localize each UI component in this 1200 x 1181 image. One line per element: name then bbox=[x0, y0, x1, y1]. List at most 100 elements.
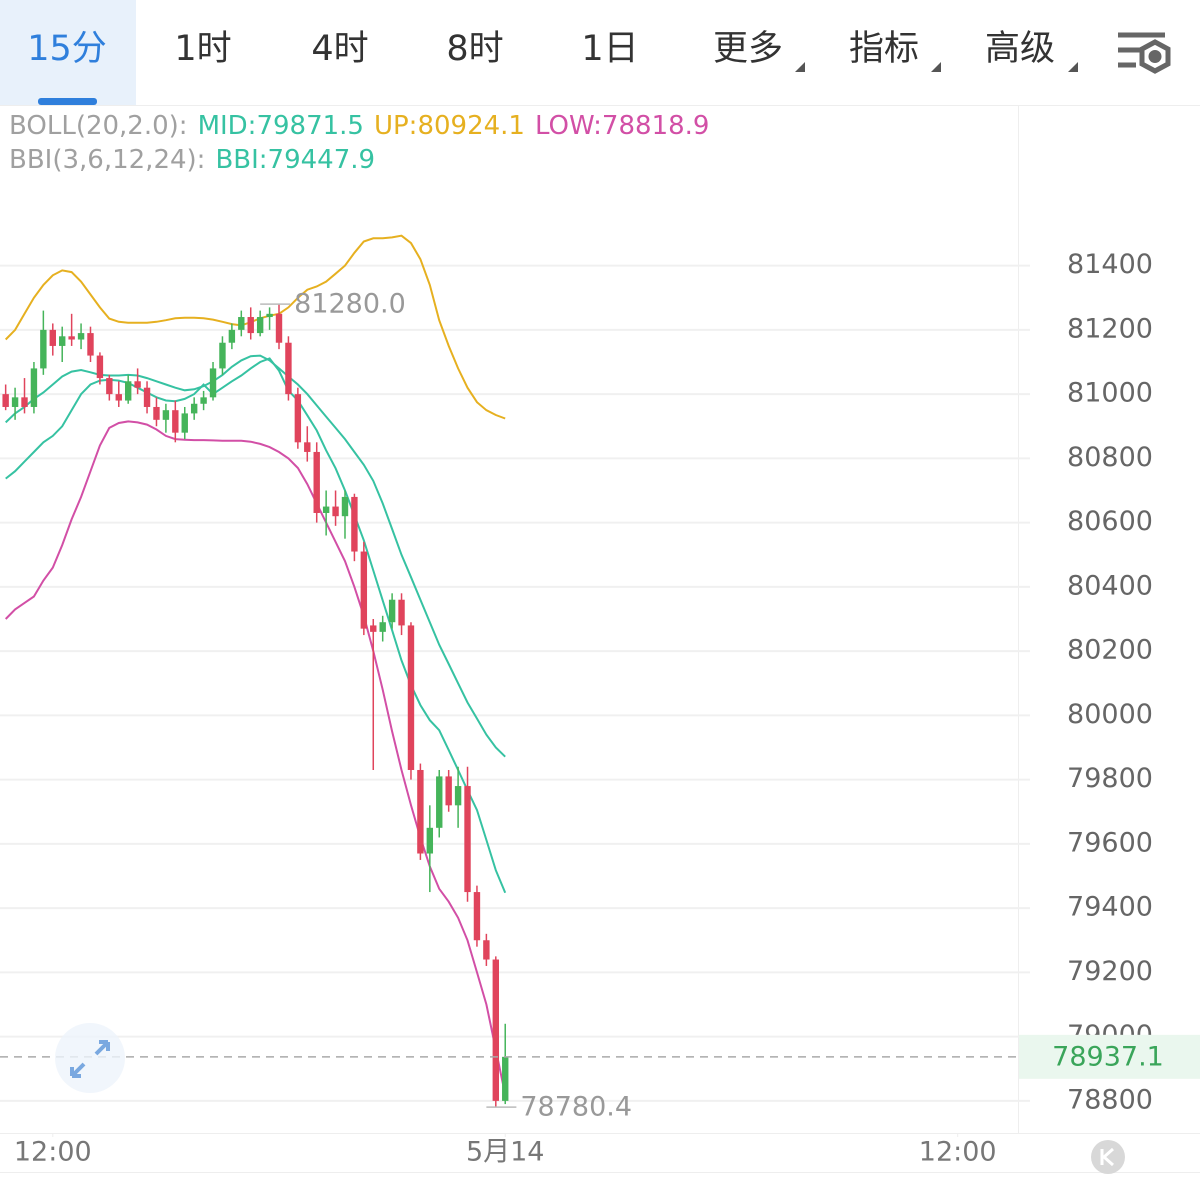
y-tick-label: 80600 bbox=[1067, 506, 1153, 537]
legend-item: LOW:78818.9 bbox=[535, 111, 709, 141]
k-button[interactable] bbox=[1091, 1140, 1125, 1174]
candle-body bbox=[341, 496, 349, 517]
candle-body bbox=[388, 599, 396, 623]
y-tick-label: 79800 bbox=[1067, 763, 1153, 794]
tab[interactable]: 指标 bbox=[849, 29, 919, 69]
candle-body bbox=[181, 413, 188, 433]
candle-body bbox=[49, 329, 56, 346]
tab[interactable]: 15分 bbox=[27, 29, 107, 69]
legend-item: UP:80924.1 bbox=[374, 111, 525, 141]
tab[interactable]: 8时 bbox=[446, 29, 503, 69]
plot: 7880079000792007940079600798008000080200… bbox=[0, 234, 1200, 1168]
candle-body bbox=[106, 378, 113, 395]
candle-body bbox=[124, 381, 132, 401]
candle-body bbox=[360, 551, 368, 629]
y-tick-label: 80400 bbox=[1067, 570, 1153, 601]
candle-body bbox=[228, 329, 236, 343]
tab-bar: 15分 1时 4时 8时 1日 更多 指标 高级 bbox=[27, 29, 1055, 69]
x-tick-label: 12:00 bbox=[14, 1137, 92, 1168]
candle-body bbox=[294, 394, 302, 443]
candle-body bbox=[426, 827, 434, 854]
candle-body bbox=[445, 776, 452, 806]
candle-body bbox=[87, 333, 94, 356]
candle-body bbox=[59, 336, 66, 346]
candle-body bbox=[379, 622, 386, 632]
candle-body bbox=[115, 394, 122, 401]
candle-body bbox=[77, 333, 85, 340]
extreme-label: 81280.0 bbox=[294, 289, 406, 320]
x-tick-label: 5月14 bbox=[466, 1137, 545, 1168]
candle-body bbox=[172, 410, 179, 433]
candle-body bbox=[190, 403, 198, 414]
candle-body bbox=[332, 506, 339, 517]
dropdown-arrows bbox=[795, 62, 1078, 72]
y-tick-label: 79200 bbox=[1067, 956, 1153, 987]
tab-indicator bbox=[38, 98, 97, 105]
candle-body bbox=[2, 394, 9, 407]
candle-body bbox=[370, 625, 377, 632]
y-tick-label: 81000 bbox=[1067, 378, 1153, 409]
candle-body bbox=[219, 342, 226, 369]
candle-body bbox=[40, 329, 47, 369]
indicator-line bbox=[5, 354, 506, 758]
tab[interactable]: 4时 bbox=[311, 29, 368, 69]
candle-body bbox=[68, 336, 75, 340]
indicator-line bbox=[4, 234, 506, 420]
candle-body bbox=[162, 410, 170, 420]
candle-body bbox=[436, 776, 443, 828]
candle-body bbox=[143, 387, 151, 407]
extreme-label: 78780.4 bbox=[520, 1092, 632, 1123]
candle-body bbox=[134, 381, 141, 388]
candle-body bbox=[266, 313, 273, 318]
x-tick-label: 12:00 bbox=[919, 1137, 997, 1168]
candle-body bbox=[11, 397, 19, 407]
tab[interactable]: 1时 bbox=[174, 29, 231, 69]
legend-item: MID:79871.5 bbox=[198, 111, 364, 141]
candle-body bbox=[30, 368, 38, 407]
price-label: 78937.1 bbox=[1052, 1041, 1164, 1072]
candle-body bbox=[454, 786, 462, 806]
candle-body bbox=[200, 397, 207, 404]
expand-button[interactable] bbox=[55, 1023, 125, 1093]
y-tick-label: 79600 bbox=[1067, 827, 1153, 858]
indicator-line bbox=[5, 357, 507, 894]
y-tick-label: 81400 bbox=[1067, 249, 1153, 280]
settings-icon[interactable] bbox=[1118, 32, 1171, 74]
candle-body bbox=[313, 451, 320, 513]
candle-body bbox=[96, 355, 104, 379]
candle-body bbox=[322, 506, 330, 513]
candle-body bbox=[417, 769, 424, 854]
candle-body bbox=[238, 317, 245, 330]
candle-body bbox=[473, 892, 481, 941]
candle-body bbox=[304, 442, 311, 452]
candle-body bbox=[153, 406, 160, 420]
candle-body bbox=[483, 940, 490, 960]
candle-body bbox=[407, 625, 415, 770]
candle-body bbox=[21, 397, 28, 407]
candle-body bbox=[464, 786, 471, 893]
y-tick-label: 81200 bbox=[1067, 313, 1153, 344]
candle-body bbox=[247, 317, 254, 334]
candle-body bbox=[209, 368, 217, 398]
y-tick-label: 80000 bbox=[1067, 699, 1153, 730]
candle-body bbox=[502, 1056, 509, 1101]
candle-body bbox=[351, 496, 358, 552]
candle-body bbox=[398, 599, 405, 626]
legend-row: BOLL(20,2.0): MID:79871.5 UP:80924.1 LOW:78… bbox=[9, 111, 709, 141]
candle-body bbox=[256, 317, 264, 334]
y-tick-label: 78800 bbox=[1067, 1084, 1153, 1115]
candle-body bbox=[285, 342, 292, 395]
legend-item: BOLL(20,2.0): bbox=[9, 111, 188, 141]
legend-item: BBI:79447.9 bbox=[215, 145, 375, 175]
y-tick-label: 80200 bbox=[1067, 635, 1153, 666]
tab[interactable]: 高级 bbox=[985, 29, 1055, 69]
selected-tab-bg bbox=[0, 0, 136, 105]
legend-item: BBI(3,6,12,24): bbox=[9, 145, 205, 175]
y-tick-label: 79400 bbox=[1067, 892, 1153, 923]
tab[interactable]: 更多 bbox=[713, 29, 783, 69]
candle-body bbox=[492, 959, 500, 1101]
y-tick-label: 80800 bbox=[1067, 442, 1153, 473]
legend-row: BBI(3,6,12,24): BBI:79447.9 bbox=[9, 145, 375, 175]
tab[interactable]: 1日 bbox=[581, 29, 638, 69]
